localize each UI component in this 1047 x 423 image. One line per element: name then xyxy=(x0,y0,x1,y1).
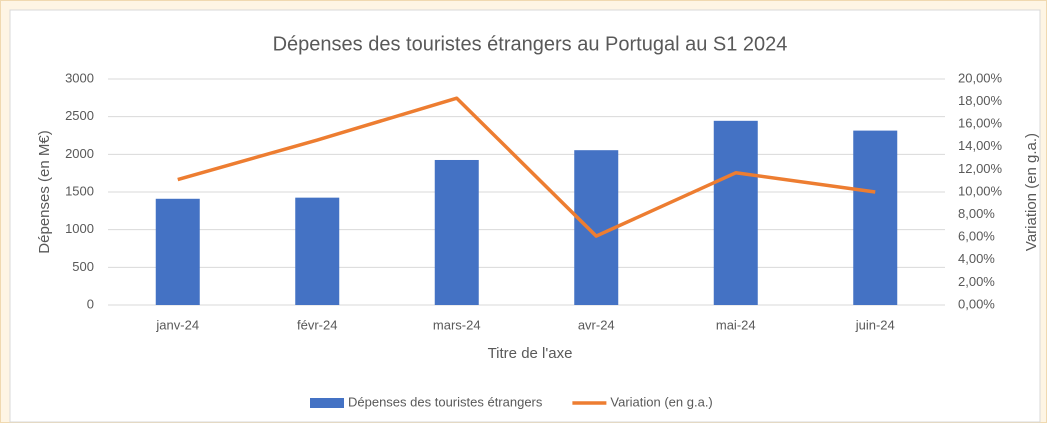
x-tick-label: juin-24 xyxy=(855,317,895,332)
x-tick-label: mai-24 xyxy=(716,317,756,332)
line xyxy=(177,96,876,238)
y2-tick-label: 20,00% xyxy=(958,70,1003,85)
y2-tick-label: 8,00% xyxy=(958,206,995,221)
x-tick-label: janv-24 xyxy=(155,317,199,332)
y-tick-label: 1000 xyxy=(65,221,94,236)
x-axis-title: Titre de l'axe xyxy=(488,345,573,362)
y-tick-label: 2500 xyxy=(65,108,94,123)
bar xyxy=(155,198,200,305)
y2-tick-label: 16,00% xyxy=(958,116,1003,131)
legend-label: Dépenses des touristes étrangers xyxy=(348,394,543,409)
y-tick-label: 1500 xyxy=(65,183,94,198)
y2-tick-label: 0,00% xyxy=(958,296,995,311)
y2-tick-label: 2,00% xyxy=(958,274,995,289)
y-axis-title: Dépenses (en M€) xyxy=(36,130,53,253)
y2-tick-label: 12,00% xyxy=(958,161,1003,176)
y2-tick-label: 4,00% xyxy=(958,251,995,266)
y-tick-label: 2000 xyxy=(65,146,94,161)
y-tick-label: 500 xyxy=(72,259,94,274)
y2-tick-label: 18,00% xyxy=(958,93,1003,108)
x-tick-label: févr-24 xyxy=(297,317,337,332)
y2-tick-label: 10,00% xyxy=(958,183,1003,198)
bar xyxy=(295,197,340,305)
x-tick-label: avr-24 xyxy=(578,317,615,332)
bar xyxy=(853,130,898,305)
bar xyxy=(434,159,479,305)
legend-label: Variation (en g.a.) xyxy=(610,394,712,409)
y2-tick-label: 14,00% xyxy=(958,138,1003,153)
x-tick-label: mars-24 xyxy=(433,317,481,332)
y-tick-label: 3000 xyxy=(65,70,94,85)
y2-tick-label: 6,00% xyxy=(958,229,995,244)
y2-axis-title: Variation (en g.a.) xyxy=(1023,133,1040,251)
bar xyxy=(713,120,758,305)
legend-swatch xyxy=(310,398,344,408)
y-tick-label: 0 xyxy=(87,296,94,311)
chart-title: Dépenses des touristes étrangers au Port… xyxy=(273,33,788,55)
